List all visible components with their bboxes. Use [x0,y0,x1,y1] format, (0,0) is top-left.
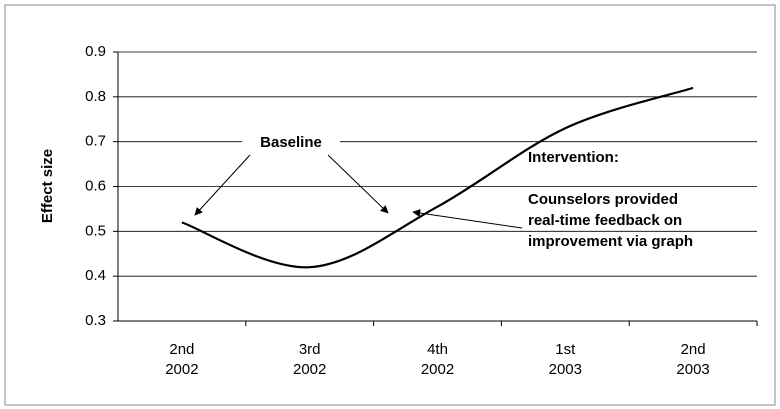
y-tick-label: 0.6 [85,177,106,194]
x-tick-label: 4th 2002 [421,341,454,378]
y-tick-label: 0.3 [85,312,106,329]
y-tick-label: 0.7 [85,133,106,150]
arrow [412,209,523,229]
x-tick-label: 3rd 2002 [293,341,326,378]
y-axis-label: Effect size [39,149,56,223]
annotation: Intervention: [528,149,619,166]
x-tick-label: 1st 2003 [549,341,582,378]
y-tick-label: 0.8 [85,88,106,105]
annotation: improvement via graph [528,233,693,250]
y-tick-label: 0.9 [85,43,106,60]
arrow [194,154,251,216]
arrow [327,154,389,214]
annotation: Counselors provided [528,191,678,208]
y-tick-label: 0.4 [85,267,106,284]
label-bg [242,132,340,154]
annotation: Baseline [260,134,322,151]
x-tick-label: 2nd 2002 [165,341,198,378]
y-tick-label: 0.5 [85,222,106,239]
data-line [181,86,694,269]
annotation: real-time feedback on [528,212,682,229]
x-tick-label: 2nd 2003 [676,341,709,378]
frame [4,4,776,406]
